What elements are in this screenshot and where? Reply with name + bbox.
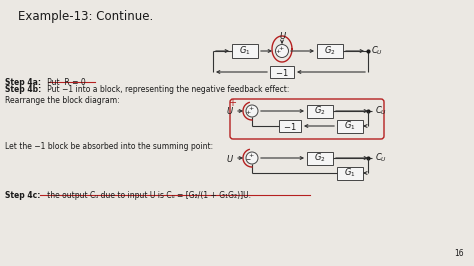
Circle shape	[246, 152, 258, 164]
Text: $-1$: $-1$	[283, 120, 297, 131]
Text: Step 4c:: Step 4c:	[5, 191, 40, 200]
Text: Step 4a:: Step 4a:	[5, 78, 41, 87]
Text: $G_2$: $G_2$	[324, 45, 336, 57]
Text: the output Cᵤ due to input U is Cᵤ = [G₂/(1 + G₁G₂)]U.: the output Cᵤ due to input U is Cᵤ = [G₂…	[40, 191, 251, 200]
Text: Rearrange the block diagram:: Rearrange the block diagram:	[5, 96, 119, 105]
Text: Put −1 into a block, representing the negative feedback effect:: Put −1 into a block, representing the ne…	[40, 85, 289, 94]
Text: Example-13: Continue.: Example-13: Continue.	[18, 10, 153, 23]
Text: Step 4b:: Step 4b:	[5, 85, 41, 94]
Circle shape	[246, 105, 258, 117]
Text: $G_1$: $G_1$	[239, 45, 251, 57]
Text: Put  R = 0: Put R = 0	[40, 78, 86, 87]
Text: +: +	[228, 98, 236, 108]
Bar	[337, 167, 363, 180]
Text: 16: 16	[455, 249, 464, 258]
Bar	[279, 120, 301, 132]
Bar	[232, 44, 258, 58]
Text: $G_2$: $G_2$	[314, 105, 326, 117]
Text: +: +	[278, 46, 283, 51]
Text: $C_U$: $C_U$	[375, 105, 387, 117]
Text: $U$: $U$	[226, 152, 234, 164]
Text: $U$: $U$	[226, 106, 234, 117]
Text: Let the −1 block be absorbed into the summing point:: Let the −1 block be absorbed into the su…	[5, 142, 213, 151]
Text: $-1$: $-1$	[275, 66, 289, 77]
Text: $C_U$: $C_U$	[375, 152, 387, 164]
Text: +: +	[248, 153, 254, 158]
Bar	[307, 105, 333, 118]
Bar	[307, 152, 333, 164]
Text: +: +	[246, 110, 251, 114]
Bar	[270, 66, 294, 78]
Text: +: +	[275, 49, 280, 54]
Text: $G_2$: $G_2$	[314, 152, 326, 164]
Text: $G_1$: $G_1$	[344, 120, 356, 132]
Text: −: −	[246, 156, 251, 161]
Circle shape	[275, 44, 289, 57]
Bar	[337, 119, 363, 132]
Text: $C_U$: $C_U$	[371, 45, 383, 57]
Text: $U$: $U$	[279, 30, 287, 41]
Text: $G_1$: $G_1$	[344, 167, 356, 179]
Bar	[317, 44, 343, 58]
Text: +: +	[248, 106, 254, 111]
